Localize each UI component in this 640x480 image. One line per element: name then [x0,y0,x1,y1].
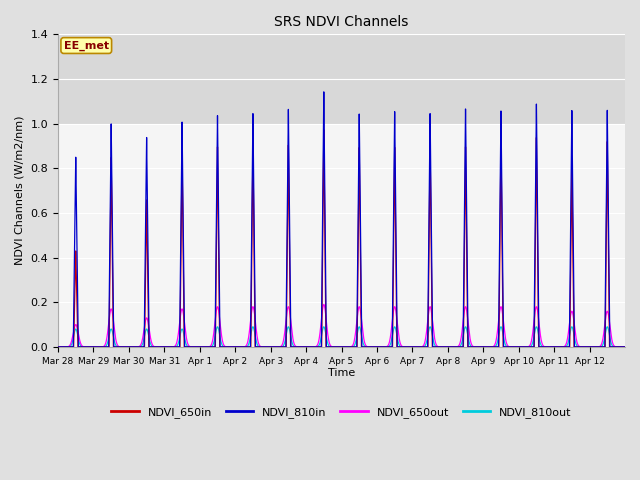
Legend: NDVI_650in, NDVI_810in, NDVI_650out, NDVI_810out: NDVI_650in, NDVI_810in, NDVI_650out, NDV… [107,403,576,422]
Title: SRS NDVI Channels: SRS NDVI Channels [275,15,409,29]
Y-axis label: NDVI Channels (W/m2/nm): NDVI Channels (W/m2/nm) [15,116,25,265]
Text: EE_met: EE_met [64,40,109,51]
X-axis label: Time: Time [328,369,355,378]
Bar [58,35,625,124]
